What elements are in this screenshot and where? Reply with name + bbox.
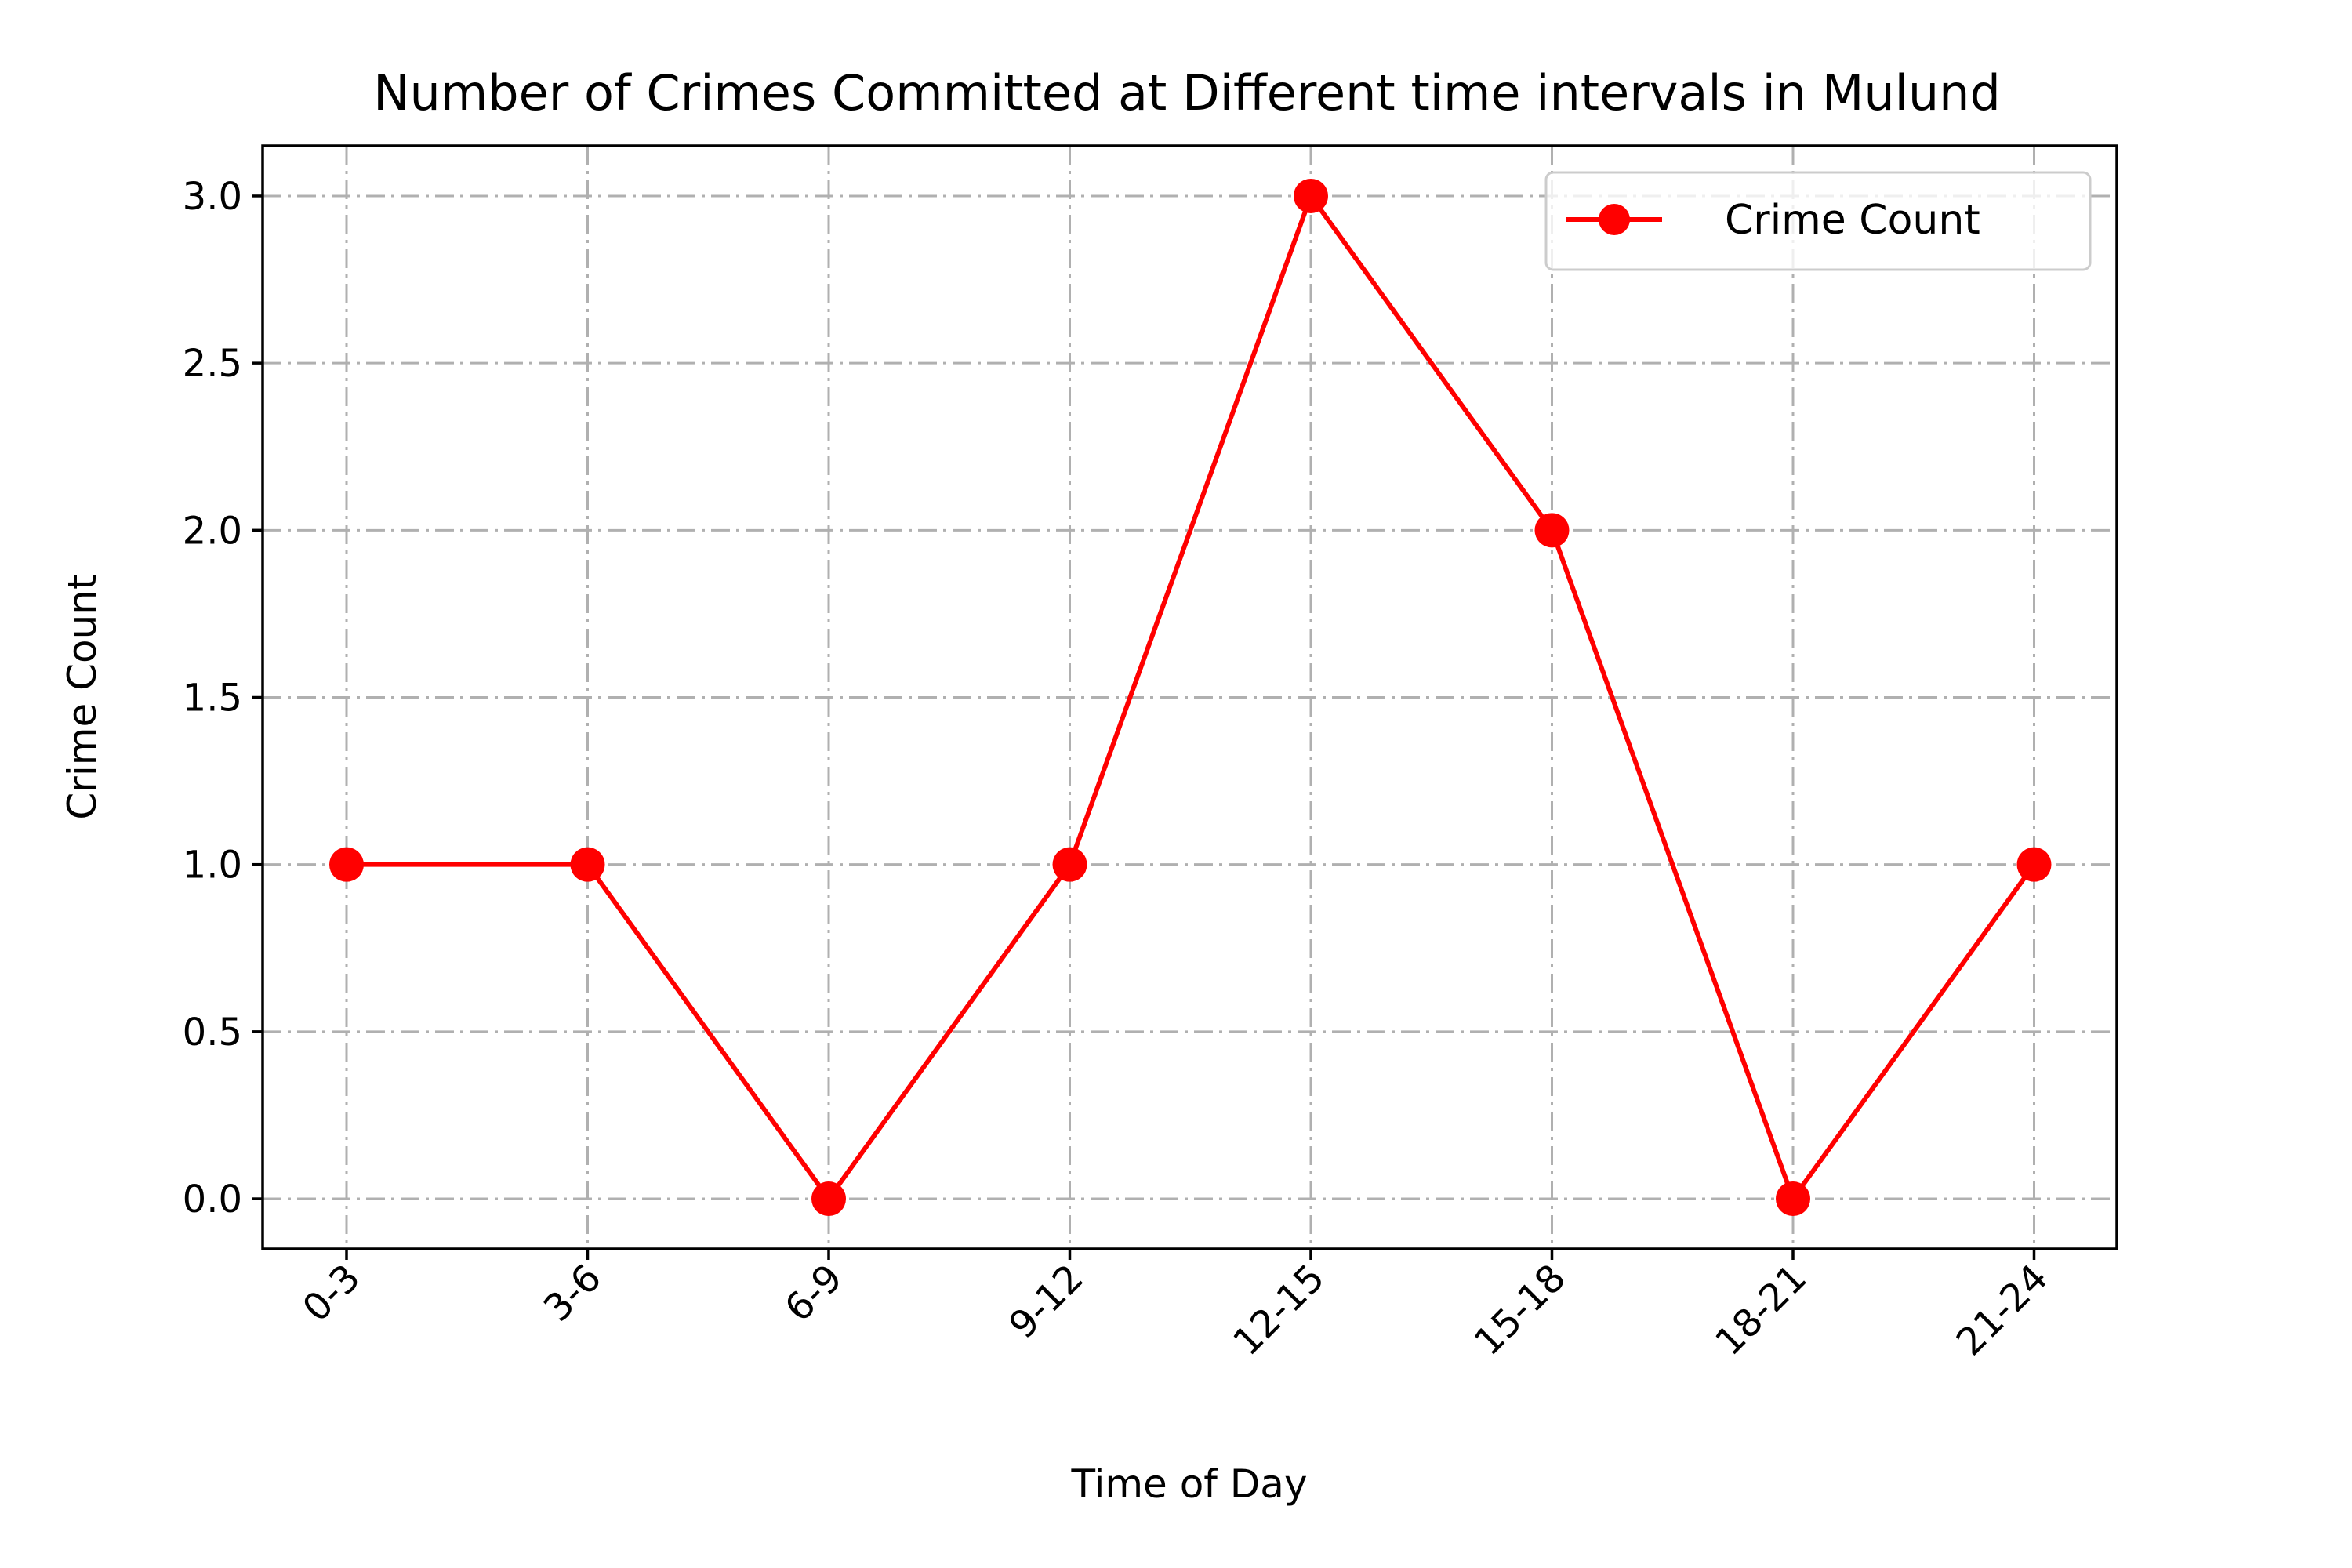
legend-marker [1599,204,1630,235]
chart-title: Number of Crimes Committed at Different … [373,64,2001,122]
plot-frame [261,144,2118,1250]
axis-ticks: 0.0 0.5 1.0 1.5 2.0 2.5 3.0 0-3 3-6 6-9 9-12 12-15 1… [183,175,2056,1364]
x-tick-label: 12-15 [1225,1256,1333,1364]
y-tick-label: 1.0 [183,844,242,887]
y-tick-label: 2.5 [183,342,242,386]
legend-box [1544,171,2092,271]
data-point [570,847,605,882]
y-tick-label: 0.5 [183,1011,242,1054]
grid-lines [263,146,2117,1249]
y-tick-label: 3.0 [183,175,242,219]
x-tick-label: 15-18 [1466,1256,1574,1364]
y-tick-label: 1.5 [183,677,242,720]
series-line [347,193,2036,1202]
data-point [811,1181,846,1217]
x-tick-label: 6-9 [776,1256,851,1330]
x-tick-label: 9-12 [1000,1256,1092,1348]
legend: Crime Count [1544,171,2092,271]
y-tick-label: 0.0 [183,1178,242,1221]
data-point [2016,847,2052,882]
x-tick-label: 21-24 [1948,1256,2056,1364]
y-tick-label: 2.0 [183,509,242,553]
data-series [329,178,2052,1217]
y-axis-label: Crime Count [60,574,105,819]
x-tick-label: 3-6 [535,1256,610,1330]
data-point [329,847,364,882]
data-point [1534,513,1570,548]
data-point [1052,847,1087,882]
data-point [1294,178,1328,213]
data-point [1776,1181,1810,1217]
x-tick-label: 0-3 [294,1256,368,1330]
legend-label: Crime Count [1725,197,1980,244]
x-axis-label: Time of Day [1070,1461,1307,1507]
x-tick-label: 18-21 [1707,1256,1815,1364]
